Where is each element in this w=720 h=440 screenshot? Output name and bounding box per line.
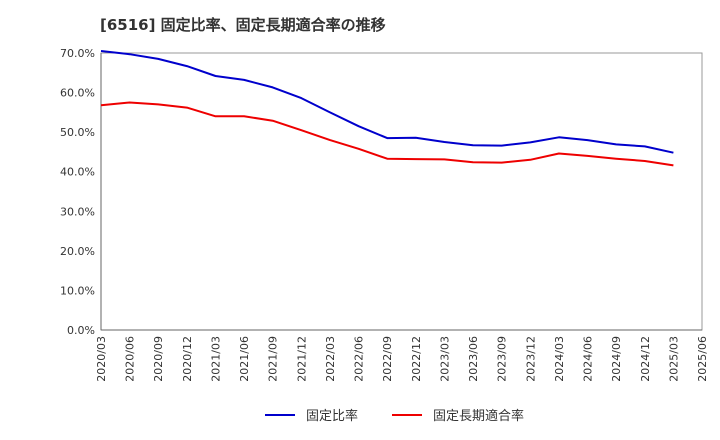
y-tick-label: 70.0% (60, 47, 95, 60)
chart-title: [6516] 固定比率、固定長期適合率の推移 (100, 16, 386, 34)
series-lines (100, 50, 674, 167)
x-tick-label: 2025/03 (667, 336, 680, 382)
legend-label-2: 固定長期適合率 (433, 408, 524, 424)
x-tick-label: 2021/12 (295, 336, 308, 382)
y-tick-label: 60.0% (60, 87, 95, 100)
series-line-2 (100, 101, 674, 167)
x-tick-label: 2020/12 (181, 336, 194, 382)
y-tick-label: 30.0% (60, 205, 95, 218)
x-tick-label: 2024/03 (553, 336, 566, 382)
x-tick-label: 2022/12 (410, 336, 423, 382)
y-tick-label: 40.0% (60, 166, 95, 179)
x-tick-label: 2024/09 (610, 336, 623, 382)
x-tick-label: 2023/03 (438, 336, 451, 382)
plot-area (100, 52, 703, 331)
y-tick-label: 10.0% (60, 284, 95, 297)
x-tick-label: 2021/06 (238, 336, 251, 382)
x-tick-label: 2024/12 (639, 336, 652, 382)
y-tick-label: 0.0% (67, 324, 95, 337)
x-tick-label: 2022/09 (381, 336, 394, 382)
y-tick-label: 50.0% (60, 126, 95, 139)
x-tick-label: 2023/06 (467, 336, 480, 382)
x-tick-label: 2024/06 (582, 336, 595, 382)
axes (100, 52, 703, 331)
legend: 固定比率 固定長期適合率 (265, 408, 524, 424)
y-tick-label: 20.0% (60, 245, 95, 258)
x-tick-label: 2021/09 (267, 336, 280, 382)
y-tick-labels: 0.0% 10.0% 20.0% 30.0% 40.0% 50.0% 60.0% 70.0% (60, 47, 95, 337)
x-tick-label: 2023/09 (496, 336, 509, 382)
legend-label-1: 固定比率 (306, 408, 358, 424)
x-tick-labels: 2020/03 2020/06 2020/09 2020/12 2021/03 2021/… (95, 336, 709, 382)
x-tick-label: 2021/03 (209, 336, 222, 382)
x-tick-label: 2025/06 (696, 336, 709, 382)
x-tick-label: 2022/03 (324, 336, 337, 382)
x-tick-label: 2023/12 (524, 336, 537, 382)
x-tick-label: 2020/09 (152, 336, 165, 382)
series-line-1 (100, 50, 674, 154)
x-tick-label: 2020/03 (95, 336, 108, 382)
x-tick-label: 2020/06 (124, 336, 137, 382)
x-tick-label: 2022/06 (353, 336, 366, 382)
